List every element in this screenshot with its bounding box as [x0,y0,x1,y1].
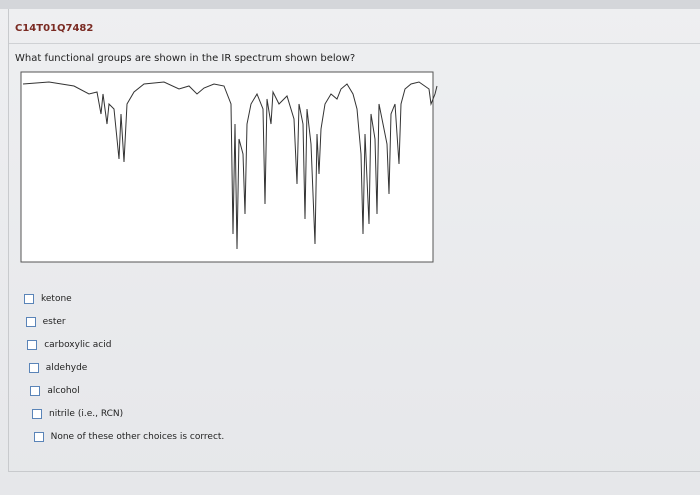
checkbox[interactable] [28,363,39,373]
option[interactable]: alcohol [30,386,80,396]
option-label[interactable]: ester [42,317,66,327]
option-label[interactable]: aldehyde [45,363,88,373]
option-label[interactable]: None of these other choices is correct. [50,432,225,442]
option[interactable]: aldehyde [28,363,88,373]
spectrum-line [22,81,438,250]
question-id: C14T01Q7482 [15,23,94,34]
option-label[interactable]: nitrile (i.e., RCN) [49,409,124,419]
top-bar [0,0,700,9]
option[interactable]: ester [25,317,66,327]
plot-frame [20,71,434,263]
checkbox[interactable] [27,340,38,350]
option[interactable]: ketone [24,294,72,304]
divider [9,43,700,44]
checkbox[interactable] [30,386,41,396]
option-label[interactable]: alcohol [47,386,80,396]
option[interactable]: None of these other choices is correct. [33,432,225,442]
option-label[interactable]: carboxylic acid [44,340,112,350]
option-label[interactable]: ketone [41,294,72,304]
question-panel: C14T01Q7482 What functional groups are s… [8,9,700,472]
checkbox[interactable] [24,294,34,304]
option[interactable]: nitrile (i.e., RCN) [32,409,123,419]
checkbox[interactable] [33,432,44,442]
checkbox[interactable] [32,409,42,419]
checkbox[interactable] [25,317,36,327]
option[interactable]: carboxylic acid [27,340,111,350]
ir-spectrum [20,71,438,263]
question-text: What functional groups are shown in the … [15,53,356,64]
